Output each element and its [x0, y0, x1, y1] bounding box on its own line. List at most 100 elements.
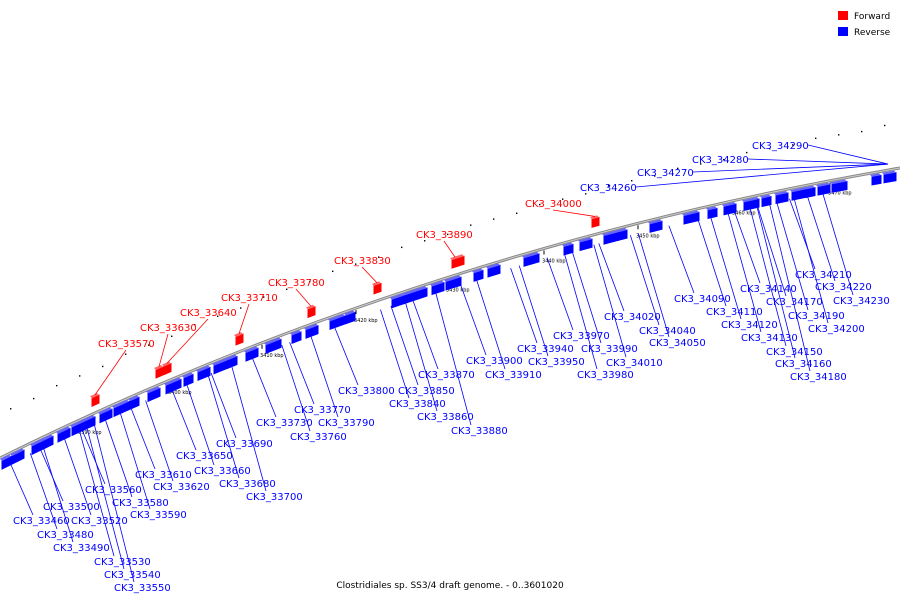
- reverse-gene-block-top: [196, 365, 210, 373]
- reverse-gene-label: CK3_33700: [246, 492, 303, 503]
- reverse-gene-label: CK3_34190: [788, 311, 845, 322]
- minor-tick-mark: [861, 130, 863, 133]
- forward-gene-block-top: [590, 215, 599, 220]
- label-leader-line: [390, 305, 419, 386]
- reverse-gene-label: CK3_34020: [604, 312, 661, 323]
- reverse-gene-block-top: [486, 263, 500, 269]
- forward-legend-swatch: [838, 11, 848, 20]
- reverse-gene-label: CK3_34150: [766, 347, 823, 358]
- reverse-gene-block-top: [84, 414, 95, 422]
- label-leader-line: [434, 291, 472, 426]
- reverse-gene-label: CK3_34140: [740, 284, 797, 295]
- label-leader-line: [78, 430, 115, 557]
- label-leader-line: [333, 325, 359, 386]
- reverse-gene-block-top: [602, 230, 619, 237]
- minor-tick-mark: [424, 240, 426, 242]
- reverse-gene-label: CK3_33620: [153, 482, 210, 493]
- reverse-gene-block-top: [790, 187, 807, 193]
- reverse-gene-block-top: [146, 386, 160, 394]
- label-leader-line: [251, 356, 277, 418]
- forward-gene-block: [307, 306, 316, 319]
- forward-legend-label: Forward: [854, 12, 890, 22]
- reverse-gene-block: [617, 229, 628, 242]
- reverse-gene-label: CK3_33950: [528, 357, 585, 368]
- reverse-gene-label: CK3_34210: [795, 270, 852, 281]
- reverse-gene-block-top: [416, 286, 427, 292]
- reverse-gene-label: CK3_33660: [194, 466, 251, 477]
- label-leader-line: [93, 423, 135, 583]
- label-leader-line: [39, 448, 64, 502]
- axis-tick-label: 3450 kbp: [636, 233, 660, 239]
- reverse-legend-swatch: [838, 27, 848, 36]
- label-leader-line: [207, 374, 240, 479]
- reverse-gene-block-top: [522, 251, 539, 259]
- minor-tick-mark: [516, 212, 518, 214]
- minor-tick-mark: [493, 218, 495, 220]
- label-leader-line: [598, 243, 625, 312]
- reverse-gene-label: CK3_33770: [294, 405, 351, 416]
- reverse-gene-block: [831, 180, 848, 193]
- label-leader-line: [158, 333, 169, 367]
- legend: Forward Reverse: [838, 11, 891, 38]
- reverse-gene-label: CK3_33860: [417, 412, 474, 423]
- reverse-gene-block-top: [882, 170, 896, 175]
- label-leader-line: [81, 428, 106, 485]
- minor-tick-mark: [194, 323, 196, 326]
- label-leader-line: [459, 283, 487, 356]
- minor-tick-mark: [355, 263, 357, 265]
- reverse-gene-block-top: [112, 399, 129, 409]
- label-leader-line: [171, 389, 197, 451]
- reverse-gene-block: [417, 287, 428, 300]
- label-leader-line: [668, 225, 695, 294]
- minor-tick-mark: [148, 344, 150, 346]
- minor-tick-mark: [401, 246, 403, 249]
- label-leader-line: [186, 382, 215, 466]
- reverse-gene-label: CK3_33610: [135, 470, 192, 481]
- axis-tick-label: 3430 kbp: [446, 287, 470, 293]
- minor-tick-mark: [10, 408, 12, 410]
- label-leader-line: [42, 446, 74, 543]
- map-caption: Clostridiales sp. SS3/4 draft genome. - …: [336, 581, 564, 591]
- label-leader-line: [768, 202, 811, 372]
- reverse-gene-block-top: [682, 210, 699, 216]
- label-leader-line: [747, 158, 889, 165]
- forward-gene-block: [591, 216, 600, 228]
- reverse-gene-block: [345, 311, 356, 325]
- minor-tick-mark: [723, 158, 725, 161]
- minor-tick-mark: [447, 233, 449, 236]
- label-leader-line: [9, 462, 34, 516]
- reverse-gene-label: CK3_33460: [13, 516, 70, 527]
- minor-tick-mark: [263, 296, 265, 298]
- reverse-gene-block-top: [226, 354, 237, 361]
- forward-gene-block-top: [450, 254, 464, 261]
- label-leader-line: [709, 215, 742, 320]
- reverse-gene-block-top: [706, 206, 717, 211]
- axis-tick-label: 3420 kbp: [354, 318, 378, 324]
- reverse-gene-block: [305, 324, 319, 339]
- forward-gene-block-top: [154, 364, 163, 370]
- label-leader-line: [806, 195, 836, 282]
- reverse-gene-label: CK3_33940: [517, 344, 574, 355]
- reverse-gene-label: CK3_34270: [637, 168, 694, 179]
- label-leader-line: [518, 265, 549, 357]
- reverse-gene-label: CK3_33520: [71, 516, 128, 527]
- reverse-gene-label: CK3_34130: [741, 333, 798, 344]
- minor-tick-mark: [769, 147, 771, 150]
- reverse-gene-label: CK3_33650: [176, 451, 233, 462]
- minor-tick-mark: [677, 167, 679, 170]
- label-leader-line: [404, 301, 438, 412]
- label-leader-line: [629, 235, 660, 326]
- minor-tick-mark: [608, 184, 610, 187]
- label-leader-line: [822, 192, 854, 296]
- reverse-gene-label: CK3_34290: [752, 141, 809, 152]
- reverse-gene-block-top: [212, 357, 229, 366]
- label-leader-line: [563, 252, 598, 370]
- reverse-gene-label: CK3_34280: [692, 155, 749, 166]
- reverse-gene-label: CK3_33500: [43, 502, 100, 513]
- minor-tick-mark: [33, 397, 35, 400]
- reverse-gene-block-top: [444, 275, 461, 282]
- label-leader-line: [552, 209, 596, 217]
- reverse-gene-label: CK3_34050: [649, 338, 706, 349]
- gene-features: [0, 170, 897, 470]
- minor-tick-mark: [470, 224, 472, 226]
